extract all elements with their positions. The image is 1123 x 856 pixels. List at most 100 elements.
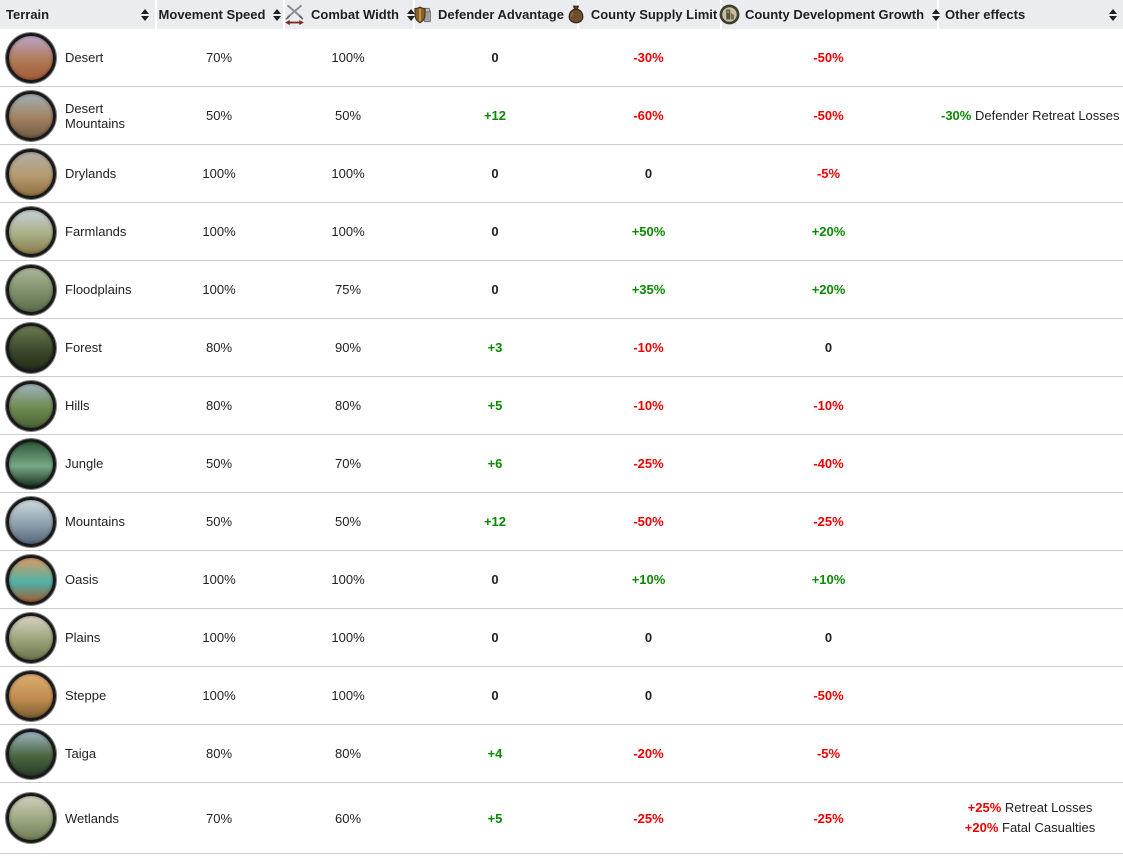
cell-defender-advantage: +4 — [413, 725, 577, 783]
terrain-icon-hills — [6, 380, 56, 431]
cell-terrain: Oasis — [0, 551, 155, 609]
cell-county-development-growth: -40% — [720, 435, 937, 493]
header-combat-width[interactable]: Combat Width — [283, 0, 415, 29]
cell-value: +12 — [483, 514, 507, 529]
cell-county-development-growth: 0 — [720, 319, 937, 377]
header-label: Combat Width — [311, 7, 399, 22]
cell-value: -5% — [816, 166, 841, 181]
header-county-supply-limit[interactable]: County Supply Limit — [568, 0, 734, 29]
cell-county-supply-limit: +10% — [577, 551, 720, 609]
cell-county-development-growth: -25% — [720, 783, 937, 854]
cell-defender-advantage: +12 — [413, 493, 577, 551]
cell-value: -50% — [813, 50, 844, 65]
cell-combat-width: 50% — [283, 493, 413, 551]
table-row: Plains 100% 100% 0 0 0 — [0, 609, 1123, 667]
header-terrain[interactable]: Terrain — [0, 0, 155, 29]
cell-county-supply-limit: -50% — [577, 493, 720, 551]
header-movement-speed[interactable]: Movement Speed — [155, 0, 283, 29]
cell-movement-speed: 100% — [155, 203, 283, 261]
sort-icon — [141, 8, 149, 21]
cell-value: +20% — [811, 282, 846, 297]
cell-county-development-growth: -5% — [720, 725, 937, 783]
cell-terrain: Desert Mountains — [0, 87, 155, 145]
other-effect-label: Defender Retreat Losses — [974, 107, 1120, 123]
table-row: Hills 80% 80% +5 -10% -10% — [0, 377, 1123, 435]
table-row: Mountains 50% 50% +12 -50% -25% — [0, 493, 1123, 551]
cell-county-supply-limit: -30% — [577, 29, 720, 87]
header-label: County Supply Limit — [590, 7, 718, 22]
cell-county-supply-limit: -20% — [577, 725, 720, 783]
cell-movement-speed: 70% — [155, 783, 283, 854]
table-row: Floodplains 100% 75% 0 +35% +20% — [0, 261, 1123, 319]
cell-county-supply-limit: +35% — [577, 261, 720, 319]
cell-movement-speed: 100% — [155, 145, 283, 203]
terrain-icon-taiga — [6, 728, 56, 779]
cell-county-development-growth: -50% — [720, 667, 937, 725]
cell-terrain: Forest — [0, 319, 155, 377]
cell-county-supply-limit: 0 — [577, 667, 720, 725]
cell-value: +5 — [487, 810, 503, 826]
cell-combat-width: 80% — [283, 725, 413, 783]
cell-movement-speed: 100% — [155, 609, 283, 667]
terrain-icon-oasis — [6, 554, 56, 605]
sort-icon — [1109, 8, 1117, 21]
cell-value: 0 — [644, 630, 653, 645]
cell-value: 0 — [491, 50, 499, 65]
table-row: Farmlands 100% 100% 0 +50% +20% — [0, 203, 1123, 261]
terrain-name: Floodplains — [65, 282, 132, 297]
cell-other-effects: +25% Retreat Losses +20% Fatal Casualties — [937, 783, 1123, 854]
terrain-icon-floodplains — [6, 264, 56, 315]
terrain-icon-forest — [6, 322, 56, 373]
cell-defender-advantage: +5 — [413, 783, 577, 854]
table-row: Forest 80% 90% +3 -10% 0 — [0, 319, 1123, 377]
header-other-effects[interactable]: Other effects — [937, 0, 1123, 29]
cell-terrain: Floodplains — [0, 261, 155, 319]
cell-defender-advantage: 0 — [413, 203, 577, 261]
cell-terrain: Jungle — [0, 435, 155, 493]
terrain-name: Wetlands — [65, 810, 119, 826]
cell-county-development-growth: 0 — [720, 609, 937, 667]
cell-defender-advantage: +5 — [413, 377, 577, 435]
terrain-name: Forest — [65, 340, 102, 355]
terrain-icon-desert-mountains — [6, 90, 56, 141]
header-defender-advantage[interactable]: Defender Advantage — [413, 0, 580, 29]
header-label: Movement Speed — [158, 7, 266, 22]
terrain-name: Jungle — [65, 456, 104, 471]
cell-movement-speed: 80% — [155, 725, 283, 783]
cell-combat-width: 90% — [283, 319, 413, 377]
table-row: Oasis 100% 100% 0 +10% +10% — [0, 551, 1123, 609]
cell-terrain: Plains — [0, 609, 155, 667]
cell-value: -25% — [633, 810, 664, 826]
cell-terrain: Wetlands — [0, 783, 155, 854]
cell-value: -10% — [813, 398, 844, 413]
cell-terrain: Mountains — [0, 493, 155, 551]
terrain-name: Hills — [65, 398, 90, 413]
cell-value: -60% — [633, 108, 664, 123]
cell-other-effects — [937, 667, 1123, 725]
cell-value: 0 — [491, 688, 499, 703]
header-label: County Development Growth — [744, 7, 925, 22]
cell-value: 0 — [644, 166, 653, 181]
cell-other-effects — [937, 29, 1123, 87]
cell-combat-width: 100% — [283, 203, 413, 261]
terrain-name: Mountains — [65, 514, 125, 529]
cell-combat-width: 100% — [283, 551, 413, 609]
cell-terrain: Hills — [0, 377, 155, 435]
other-effect-value: +25% — [967, 800, 1002, 815]
cell-defender-advantage: 0 — [413, 261, 577, 319]
sort-icon — [407, 8, 415, 21]
cell-movement-speed: 50% — [155, 87, 283, 145]
other-effect-value: +20% — [964, 820, 999, 835]
cell-movement-speed: 70% — [155, 29, 283, 87]
terrain-icon-plains — [6, 612, 56, 663]
cell-other-effects: -30% Defender Retreat Losses — [937, 87, 1123, 145]
terrain-name: Drylands — [65, 166, 117, 181]
other-effect-line: -30% Defender Retreat Losses — [941, 106, 1120, 126]
cell-value: 0 — [491, 630, 499, 645]
cell-county-supply-limit: -25% — [577, 435, 720, 493]
cell-value: 0 — [824, 340, 833, 355]
cell-combat-width: 100% — [283, 29, 413, 87]
header-county-development-growth[interactable]: County Development Growth — [719, 0, 941, 29]
cell-defender-advantage: +6 — [413, 435, 577, 493]
cell-value: 0 — [491, 224, 499, 239]
